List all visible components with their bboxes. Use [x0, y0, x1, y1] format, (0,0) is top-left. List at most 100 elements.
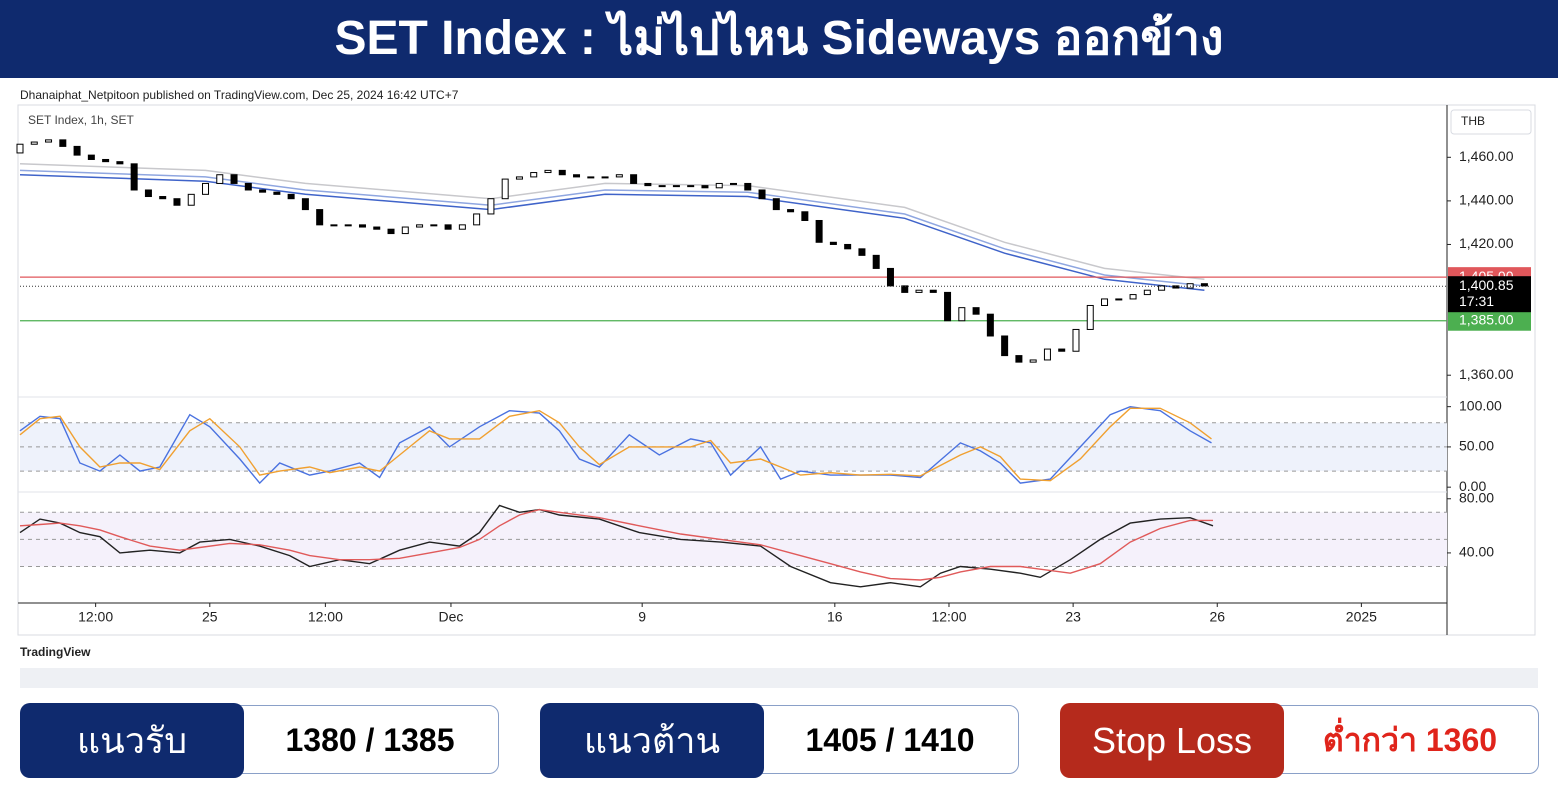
level-label: แนวต้าน	[540, 703, 764, 778]
attribution: Dhanaiphat_Netpitoon published on Tradin…	[20, 88, 459, 102]
x-tick-label: 9	[638, 609, 646, 625]
candle	[801, 211, 809, 221]
candle	[915, 289, 923, 293]
candle	[230, 174, 238, 184]
y-tick-label: 1,440.00	[1459, 192, 1514, 208]
x-tick-label: Dec	[439, 609, 464, 625]
candle	[187, 193, 195, 206]
candle	[344, 224, 352, 227]
candle	[573, 174, 581, 178]
y-tick-label: 100.00	[1459, 397, 1502, 413]
indicator-line	[19, 405, 1212, 485]
candle	[1129, 294, 1137, 300]
y-tick-label: 1,460.00	[1459, 148, 1514, 164]
candle	[1101, 298, 1109, 306]
indicator-line	[19, 504, 1214, 588]
candle	[558, 169, 566, 176]
y-tick-label: 80.00	[1459, 489, 1494, 505]
candle	[1158, 285, 1166, 291]
level-group: Stop Loss ต่ำกว่า 1360	[1060, 703, 1540, 778]
moving-average	[19, 163, 1205, 281]
candle	[116, 161, 124, 165]
price-label-box	[1448, 310, 1531, 331]
candle	[416, 224, 424, 228]
candle	[358, 224, 366, 228]
candle	[1001, 335, 1009, 357]
level-value: 1405 / 1410	[745, 705, 1019, 774]
level-group: แนวรับ 1380 / 1385	[20, 703, 500, 778]
candle	[744, 182, 752, 191]
x-tick-label: 12:00	[308, 609, 343, 625]
candle	[244, 182, 252, 191]
candle	[658, 185, 666, 188]
candle	[687, 185, 695, 188]
candle	[1086, 304, 1094, 330]
candle	[758, 189, 766, 200]
candle	[672, 185, 680, 188]
x-tick-label: 2025	[1346, 609, 1377, 625]
indicator-line	[19, 407, 1212, 482]
candle	[430, 224, 438, 227]
candle	[159, 196, 167, 200]
x-tick-label: 26	[1209, 609, 1225, 625]
candle	[1058, 348, 1066, 352]
candle	[730, 182, 737, 185]
candle	[630, 174, 638, 184]
candle	[1029, 359, 1037, 363]
candle	[587, 176, 595, 179]
y-tick-label: 0.00	[1459, 478, 1486, 494]
level-group: แนวต้าน 1405 / 1410	[540, 703, 1020, 778]
candle	[458, 224, 466, 230]
candle	[1115, 298, 1123, 301]
candle	[901, 285, 909, 293]
candle	[1015, 355, 1023, 363]
candle	[73, 145, 81, 156]
candle	[1200, 283, 1208, 287]
candle	[829, 241, 837, 245]
chart: THB SET Index, 1h, SET 1,460.00 1,440.00 1…	[16, 104, 1536, 636]
x-tick-label: 12:00	[931, 609, 966, 625]
candle	[886, 267, 894, 287]
candle	[130, 163, 138, 191]
chart-frame	[17, 104, 1536, 636]
candle	[1143, 289, 1151, 296]
brand: TradingView	[20, 645, 91, 659]
candle	[701, 185, 709, 189]
currency-box	[1450, 109, 1532, 135]
candle	[501, 178, 509, 200]
chart-title: SET Index, 1h, SET	[28, 113, 135, 127]
candle	[59, 139, 67, 147]
x-tick-label: 23	[1065, 609, 1081, 625]
level-value: 1380 / 1385	[225, 705, 499, 774]
candle	[530, 172, 538, 178]
candle	[259, 189, 267, 193]
candle	[986, 313, 994, 337]
candle	[202, 182, 210, 195]
candle	[102, 158, 110, 163]
candle	[330, 224, 338, 227]
candle	[815, 219, 823, 243]
candle	[601, 176, 609, 179]
indicator-line	[19, 508, 1213, 581]
candle	[316, 209, 324, 226]
candle	[301, 198, 309, 211]
candle	[16, 143, 24, 154]
y-tick-label: 1,360.00	[1459, 366, 1514, 382]
price-label: 1,385.00	[1459, 311, 1514, 327]
candle	[787, 209, 795, 213]
x-tick-label: 16	[827, 609, 843, 625]
candle	[401, 226, 409, 235]
candle	[444, 224, 452, 230]
header-title: SET Index : ไม่ไปไหน Sideways ออกข้าง	[0, 0, 1558, 78]
candle	[615, 174, 623, 178]
candle	[972, 307, 980, 315]
candle	[487, 198, 495, 215]
moving-average	[19, 173, 1205, 291]
candle	[45, 139, 53, 143]
level-label: แนวรับ	[20, 703, 244, 778]
x-tick-label: 25	[202, 609, 218, 625]
candle	[844, 243, 852, 250]
candle	[958, 307, 966, 322]
countdown: 17:31	[1459, 293, 1494, 309]
candle	[1072, 328, 1080, 352]
